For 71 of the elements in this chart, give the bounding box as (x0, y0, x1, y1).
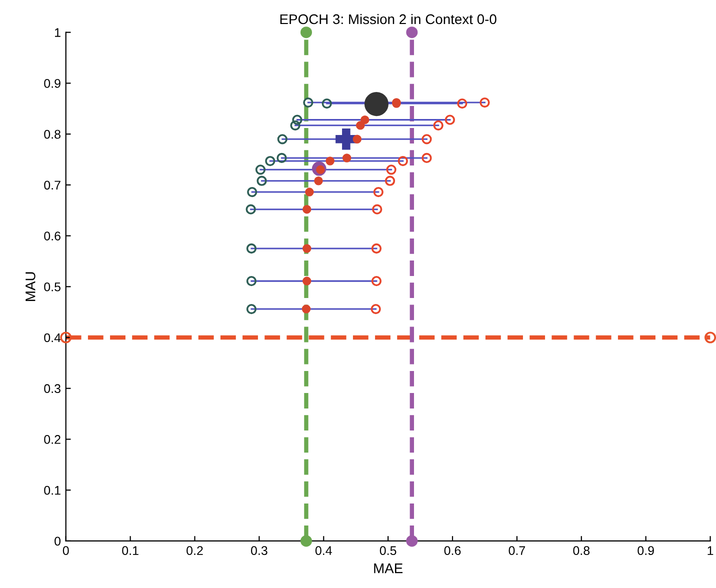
point (256, 176, 267, 186)
point (303, 97, 314, 108)
point (246, 204, 256, 214)
x-tick-label: 0.9 (638, 546, 654, 556)
point (302, 276, 312, 286)
point (370, 304, 381, 314)
y-axis-title: MAU (26, 272, 36, 301)
point (422, 152, 432, 164)
point (336, 128, 357, 150)
x-tick-label: 0 (62, 546, 69, 556)
point (372, 204, 382, 214)
point (60, 332, 72, 344)
point (255, 164, 266, 175)
point (292, 114, 302, 125)
point (247, 186, 258, 198)
point (290, 120, 300, 130)
point (277, 134, 288, 144)
point (422, 134, 432, 144)
x-tick-label: 0.1 (122, 546, 138, 556)
point (265, 156, 276, 166)
point (300, 26, 312, 38)
point (246, 243, 257, 254)
point (444, 114, 456, 125)
y-tick-label: 0.7 (44, 180, 60, 190)
point (302, 244, 312, 253)
y-tick-label: 0.3 (44, 384, 60, 394)
point (356, 121, 365, 130)
x-tick-label: 0.3 (250, 546, 268, 556)
point (246, 276, 257, 286)
y-tick-label: 0.2 (44, 435, 60, 444)
x-tick-label: 0.2 (186, 546, 203, 556)
point (342, 154, 352, 162)
x-tick-label: 0.8 (573, 546, 590, 556)
point (302, 204, 312, 214)
point (371, 243, 382, 254)
point (386, 164, 396, 175)
point (360, 115, 370, 124)
point (305, 188, 314, 196)
y-tick-label: 0.1 (44, 486, 60, 495)
point (300, 535, 312, 547)
point (326, 156, 334, 166)
y-tick-label: 0.8 (44, 130, 60, 139)
y-tick-label: 0.5 (44, 282, 60, 292)
x-tick-label: 0.6 (444, 546, 461, 556)
x-tick-label: 0.7 (508, 546, 526, 556)
chart-title: EPOCH 3: Mission 2 in Context 0-0 (280, 14, 496, 24)
point (373, 186, 384, 198)
point (322, 98, 332, 109)
point (406, 535, 418, 547)
y-tick-label: 0.9 (44, 79, 60, 88)
point (398, 156, 408, 166)
point (302, 304, 311, 314)
x-tick-label: 1 (708, 546, 714, 555)
point (314, 176, 323, 186)
point (352, 134, 362, 144)
point (704, 332, 716, 344)
y-tick-label: 0.6 (44, 232, 60, 240)
x-axis-title: MAE (374, 564, 403, 574)
point (371, 276, 382, 286)
point (457, 98, 468, 109)
y-tick-label: 0 (54, 536, 61, 546)
point (384, 176, 396, 186)
point (364, 92, 388, 116)
point (433, 120, 444, 130)
point (246, 304, 257, 314)
y-tick-label: 1 (55, 28, 60, 37)
point (480, 97, 490, 108)
x-tick-label: 0.5 (380, 546, 396, 556)
x-tick-label: 0.4 (315, 546, 332, 556)
point (276, 152, 287, 164)
point (406, 26, 418, 38)
